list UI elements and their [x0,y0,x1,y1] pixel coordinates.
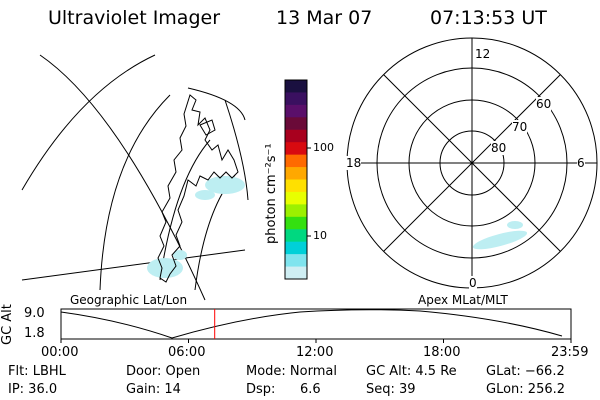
info-ip: IP: 36.0 [8,382,58,397]
colorbar-segment [285,104,307,118]
grid-arc [159,139,211,281]
aurora-patch [147,258,183,278]
info-gc-alt: GC Alt: 4.5 Re [366,364,457,379]
grid-arc [187,87,246,121]
colorbar-segment [285,142,307,156]
grid-line [21,249,246,281]
polar-diagonal [383,74,561,252]
mlt-label-left: 18 [346,156,362,170]
info-flt: Flt: LBHL [8,364,66,379]
colorbar-segment [285,216,307,230]
info-mode: Mode: Normal [246,364,337,379]
aurora-patch [173,250,187,260]
aurora-patches [147,176,245,278]
grid-arc [21,54,156,191]
colorbar-segment [285,241,307,255]
info-gain: Gain: 14 [126,382,181,397]
polar-aurora-patch [472,230,528,250]
colorbar-segment [285,117,307,131]
info-dsp-label: Dsp: [246,382,276,397]
aurora-patch [205,176,245,194]
polar-aurora-patch [507,221,523,229]
timeline-ytick: 9.0 [24,306,45,321]
timeline-xtick: 18:00 [423,345,461,360]
polar-aurora-patches [472,221,528,250]
grid-arc [224,99,249,201]
info-dsp-value: 6.6 [300,382,321,397]
info-glat: GLat: −66.2 [486,364,565,379]
timeline-ylabel: GC Alt [0,304,15,345]
colorbar-segment [285,92,307,106]
colorbar-segment [285,229,307,243]
colorbar-segment [285,167,307,180]
lat-label: 70 [512,120,528,134]
colorbar-segment [285,191,307,205]
colorbar-segment [285,266,307,280]
colorbar-tick-label: 100 [313,141,334,154]
timeline-ytick: 1.8 [24,326,45,341]
coastline [157,94,239,283]
lat-label: 80 [491,141,507,155]
aurora-patch [195,190,215,200]
info-door: Door: Open [126,364,201,379]
timeline-frame [60,308,572,340]
colorbar-segment [285,80,307,93]
colorbar-tick-label: 10 [313,229,327,242]
colorbar-segment [285,254,307,268]
lat-label: 60 [536,97,552,111]
mlt-label-right: 6 [577,156,585,170]
timeline-xtick: 06:00 [168,345,206,360]
colorbar-segment [285,154,307,168]
altitude-curve [60,309,563,339]
timeline-xtick: 00:00 [41,345,79,360]
coastline-island [199,119,216,136]
mlt-label-bottom: 0 [469,276,477,290]
grid-arc [99,94,171,291]
header-time: 07:13:53 UT [430,7,547,29]
right-panel-caption: Apex MLat/MLT [418,293,508,307]
colorbar-segment [285,129,307,143]
colorbar-segment [285,204,307,218]
timeline-xtick: 12:00 [296,345,334,360]
info-seq: Seq: 39 [366,382,416,397]
colorbar-segment [285,179,307,193]
app-title: Ultraviolet Imager [48,7,221,29]
header-date: 13 Mar 07 [276,7,373,29]
colorbar-strip [285,80,307,280]
mlt-label-top: 12 [475,47,491,61]
info-glon: GLon: 256.2 [486,382,566,397]
left-panel-caption: Geographic Lat/Lon [70,293,188,307]
timeline-xtick: 23:59 [551,345,589,360]
colorbar-frame [284,79,308,280]
